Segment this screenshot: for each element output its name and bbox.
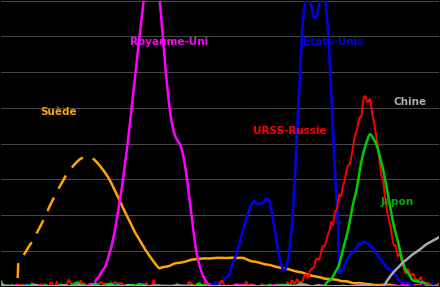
- Text: Chine: Chine: [393, 97, 426, 107]
- Text: États-Unis: États-Unis: [303, 37, 363, 47]
- Text: Royaume-Uni: Royaume-Uni: [130, 37, 208, 47]
- Text: URSS-Russie: URSS-Russie: [253, 125, 326, 135]
- Text: Japon: Japon: [380, 197, 413, 207]
- Text: Suède: Suède: [40, 107, 77, 117]
